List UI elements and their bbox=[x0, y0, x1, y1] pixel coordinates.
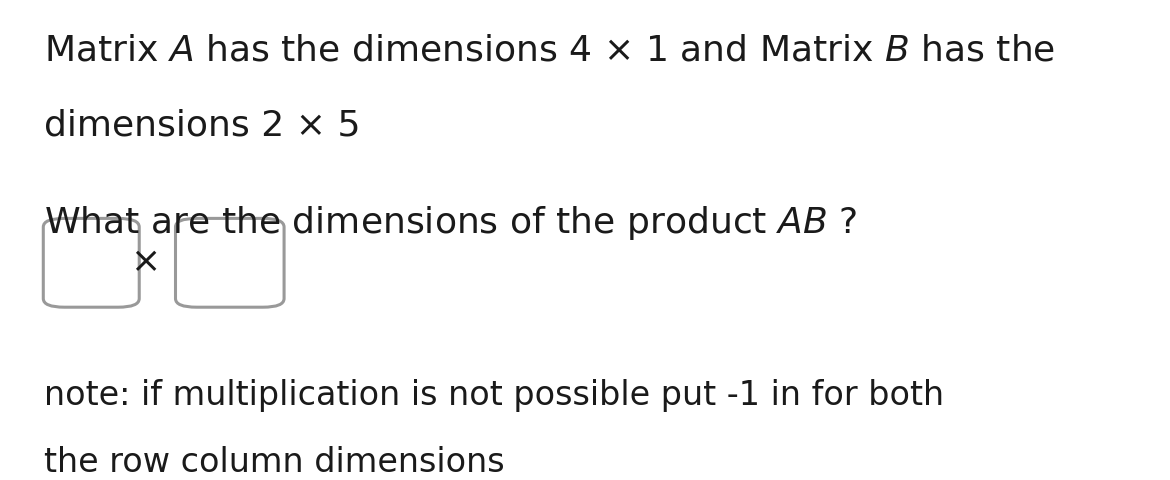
Text: ×: × bbox=[130, 245, 160, 278]
Text: Matrix $A$ has the dimensions 4 × 1 and Matrix $B$ has the: Matrix $A$ has the dimensions 4 × 1 and … bbox=[44, 34, 1055, 68]
Text: the row column dimensions: the row column dimensions bbox=[44, 446, 505, 480]
Text: note: if multiplication is not possible put -1 in for both: note: if multiplication is not possible … bbox=[44, 379, 944, 412]
FancyBboxPatch shape bbox=[176, 218, 284, 307]
Text: What are the dimensions of the product $AB$ ?: What are the dimensions of the product $… bbox=[44, 204, 858, 242]
FancyBboxPatch shape bbox=[43, 218, 139, 307]
Text: dimensions 2 × 5: dimensions 2 × 5 bbox=[44, 108, 362, 142]
